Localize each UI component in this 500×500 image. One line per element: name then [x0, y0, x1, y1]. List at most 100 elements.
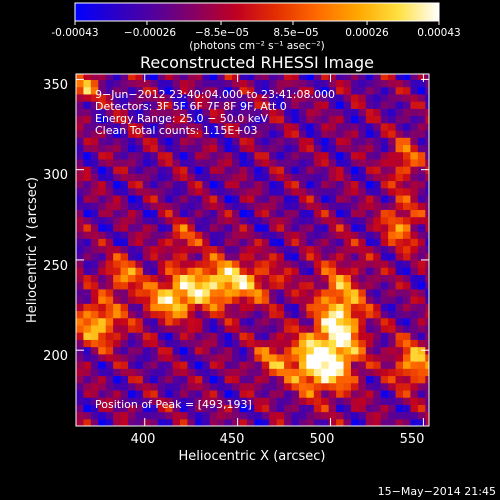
heatmap-cell [254, 194, 263, 203]
heatmap-cell [261, 108, 270, 117]
heatmap-cell [395, 368, 404, 377]
heatmap-cell [239, 180, 248, 189]
heatmap-cell [380, 187, 389, 196]
heatmap-cell [217, 238, 226, 247]
heatmap-cell [343, 368, 352, 377]
heatmap-cell [395, 317, 404, 326]
heatmap-cell [150, 93, 159, 102]
heatmap-cell [284, 346, 293, 355]
heatmap-cell [128, 288, 137, 297]
heatmap-cell [165, 129, 174, 138]
heatmap-cell [276, 303, 285, 312]
heatmap-cell [187, 259, 196, 268]
heatmap-cell [202, 194, 211, 203]
heatmap-cell [410, 375, 419, 384]
heatmap-cell [291, 303, 300, 312]
heatmap-cell [83, 411, 92, 420]
heatmap-cell [194, 101, 203, 109]
heatmap-cell [350, 310, 359, 319]
heatmap-cell [269, 259, 278, 268]
heatmap-cell [276, 93, 285, 102]
heatmap-cell [113, 252, 122, 261]
heatmap-cell [254, 404, 263, 413]
heatmap-cell [90, 332, 99, 340]
heatmap-cell [254, 310, 263, 319]
heatmap-cell [291, 317, 300, 326]
heatmap-cell [425, 303, 429, 312]
heatmap-cell [83, 216, 92, 225]
heatmap-cell [417, 173, 426, 182]
heatmap-cell [172, 332, 181, 340]
heatmap-cell [380, 353, 389, 362]
heatmap-cell [232, 158, 241, 167]
heatmap-cell [313, 194, 322, 203]
heatmap-cell [180, 209, 189, 218]
heatmap-cell [232, 79, 241, 88]
heatmap-cell [202, 332, 211, 340]
heatmap-cell [425, 108, 429, 117]
heatmap-cell [410, 86, 419, 95]
heatmap-cell [373, 194, 382, 203]
heatmap-cell [336, 382, 345, 391]
heatmap-cell [172, 324, 181, 333]
heatmap-cell [90, 353, 99, 362]
heatmap-cell [410, 93, 419, 102]
heatmap-cell [76, 397, 85, 405]
heatmap-cell [291, 324, 300, 333]
heatmap-cell [343, 252, 352, 261]
heatmap-cell [417, 115, 426, 124]
heatmap-cell [298, 166, 307, 174]
heatmap-cell [120, 158, 129, 167]
heatmap-cell [350, 418, 359, 426]
heatmap-cell [165, 122, 174, 131]
heatmap-cell [98, 288, 107, 297]
heatmap-cell [298, 339, 307, 348]
heatmap-cell [358, 101, 367, 109]
heatmap-cell [232, 209, 241, 218]
heatmap-cell [246, 361, 255, 369]
heatmap-cell [343, 296, 352, 304]
heatmap-cell [306, 151, 315, 160]
heatmap-cell [395, 418, 404, 426]
heatmap-cell [217, 108, 226, 117]
heatmap-cell [276, 115, 285, 124]
heatmap-cell [165, 216, 174, 225]
heatmap-cell [417, 411, 426, 420]
heatmap-cell [402, 353, 412, 362]
heatmap-cell [239, 382, 248, 391]
heatmap-cell [254, 122, 263, 131]
heatmap-cell [135, 281, 144, 290]
heatmap-cell [113, 223, 122, 232]
heatmap-cell [321, 101, 330, 109]
heatmap-cell [202, 151, 211, 160]
heatmap-cell [388, 74, 397, 81]
heatmap-cell [113, 310, 122, 319]
heatmap-cell [313, 151, 322, 160]
heatmap-cell [336, 404, 345, 413]
heatmap-cell [209, 129, 218, 138]
heatmap-cell [410, 303, 419, 312]
heatmap-cell [187, 368, 196, 377]
heatmap-cell [365, 202, 374, 210]
heatmap-cell [395, 397, 404, 405]
heatmap-cell [120, 74, 129, 81]
heatmap-cell [336, 166, 345, 174]
heatmap-cell [402, 252, 412, 261]
heatmap-cell [410, 79, 419, 88]
heatmap-cell [350, 259, 359, 268]
heatmap-cell [358, 231, 367, 239]
heatmap-cell [232, 231, 241, 239]
heatmap-cell [298, 389, 307, 398]
heatmap-cell [202, 389, 211, 398]
heatmap-cell [83, 151, 92, 160]
heatmap-cell [365, 317, 374, 326]
heatmap-cell [284, 216, 293, 225]
heatmap-cell [269, 194, 278, 203]
annotation-clean-counts: Clean Total counts: 1.15E+03 [95, 124, 258, 137]
heatmap-cell [76, 93, 85, 102]
heatmap-cell [388, 389, 397, 398]
heatmap-cell [224, 151, 233, 160]
heatmap-cell [284, 303, 293, 312]
heatmap-cell [98, 122, 107, 131]
heatmap-cell [113, 74, 122, 81]
